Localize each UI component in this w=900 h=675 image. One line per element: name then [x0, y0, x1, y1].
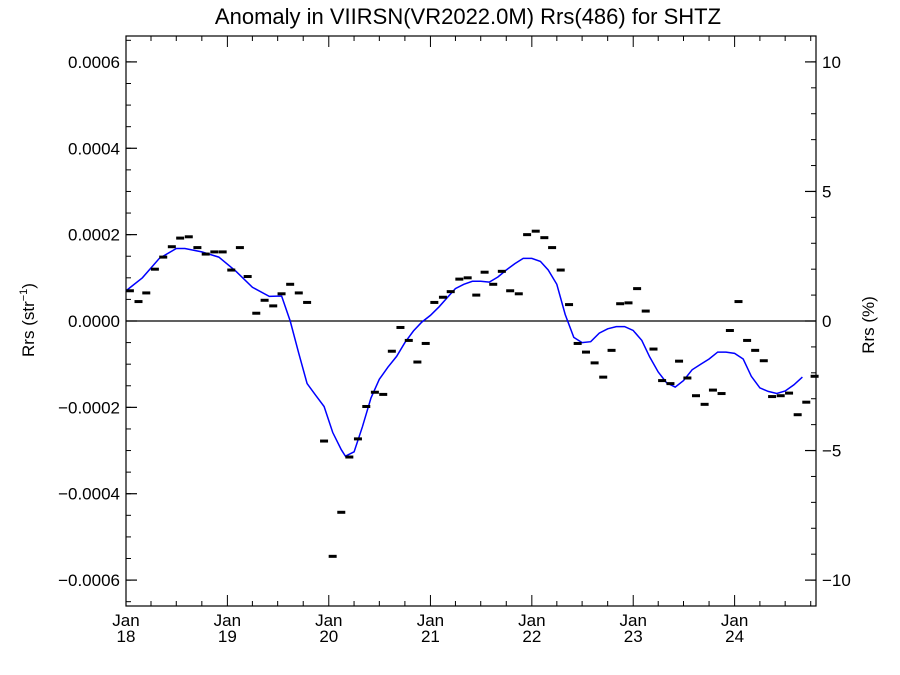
x-tick-label-year: 18	[117, 627, 136, 646]
monthly-anomaly-series	[125, 229, 819, 558]
chart-title: Anomaly in VIIRSN(VR2022.0M) Rrs(486) fo…	[215, 4, 721, 29]
right-tick-label: 0	[822, 312, 831, 331]
x-tick-label-year: 20	[319, 627, 338, 646]
top-x-axis	[125, 36, 812, 47]
x-tick-label-year: 22	[522, 627, 541, 646]
x-tick-label-month: Jan	[518, 611, 545, 630]
x-tick-label-month: Jan	[214, 611, 241, 630]
left-tick-label: −0.0004	[58, 485, 120, 504]
x-tick-label-year: 19	[218, 627, 237, 646]
x-tick-label-month: Jan	[112, 611, 139, 630]
right-tick-label: −10	[822, 571, 851, 590]
right-tick-label: 5	[822, 182, 831, 201]
left-y-axis-title: Rrs (str−1)	[18, 283, 38, 357]
left-tick-label: −0.0006	[58, 571, 120, 590]
right-y-axis-title: Rrs (%)	[859, 296, 878, 354]
left-tick-label: 0.0006	[68, 53, 120, 72]
left-tick-label: 0.0000	[68, 312, 120, 331]
left-tick-label: −0.0002	[58, 398, 120, 417]
right-tick-label: −5	[822, 442, 841, 461]
x-tick-label-month: Jan	[721, 611, 748, 630]
x-tick-label-year: 24	[725, 627, 744, 646]
left-y-axis: 0.0006 0.0004 0.0002 0.0000 −0.0002 −0.0004 −0…	[58, 39, 137, 603]
x-tick-label-month: Jan	[315, 611, 342, 630]
x-tick-label-year: 23	[624, 627, 643, 646]
smoothed-series	[125, 247, 803, 458]
x-tick-label-year: 21	[421, 627, 440, 646]
left-tick-label: 0.0004	[68, 139, 120, 158]
right-y-axis: 10 5 0 −5 −10	[805, 35, 851, 607]
smoothed-line	[125, 247, 803, 458]
left-tick-label: 0.0002	[68, 226, 120, 245]
right-tick-label: 10	[822, 53, 841, 72]
x-tick-label-month: Jan	[620, 611, 647, 630]
x-tick-label-month: Jan	[417, 611, 444, 630]
